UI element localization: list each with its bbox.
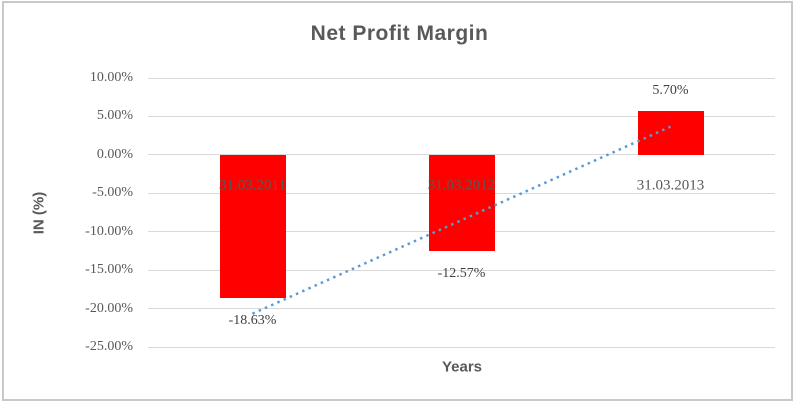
y-tick-label: -25.00% [85, 339, 133, 354]
plot-area: 31.03.2011 -18.63% 31.03.2012 -12.57% 31.03.… [148, 77, 775, 348]
gridline [148, 77, 775, 79]
category-label: 31.03.2011 [219, 177, 286, 194]
bar-31.03.2012 [428, 154, 495, 252]
gridline [148, 269, 775, 271]
bar-31.03.2013 [637, 111, 704, 155]
gridline [148, 115, 775, 117]
trendline [251, 125, 672, 315]
data-label: 5.70% [652, 83, 689, 99]
y-tick-label: -10.00% [85, 223, 133, 239]
y-tick-label: -15.00% [85, 262, 133, 278]
chart-frame [2, 1, 793, 401]
y-axis-tick-labels: 10.00% 5.00% 0.00% -5.00% -10.00% -15.00% -20.… [0, 0, 133, 407]
data-label: -12.57% [437, 266, 486, 282]
category-label: 31.03.2013 [636, 177, 705, 194]
gridline [148, 308, 775, 310]
y-tick-label: -20.00% [85, 300, 133, 316]
chart-title: Net Profit Margin [310, 22, 489, 45]
y-tick-label: 0.00% [96, 146, 133, 162]
x-axis-title: Years [441, 358, 483, 376]
y-tick-label: 5.00% [96, 108, 133, 124]
data-label: -18.63% [228, 313, 277, 329]
y-tick-label: 10.00% [89, 70, 133, 85]
category-label: 31.03.2012 [427, 177, 496, 194]
trendline-segment [251, 125, 672, 315]
y-tick-label: -5.00% [92, 185, 133, 201]
bar-31.03.2011 [219, 154, 286, 299]
gridline [148, 346, 775, 348]
